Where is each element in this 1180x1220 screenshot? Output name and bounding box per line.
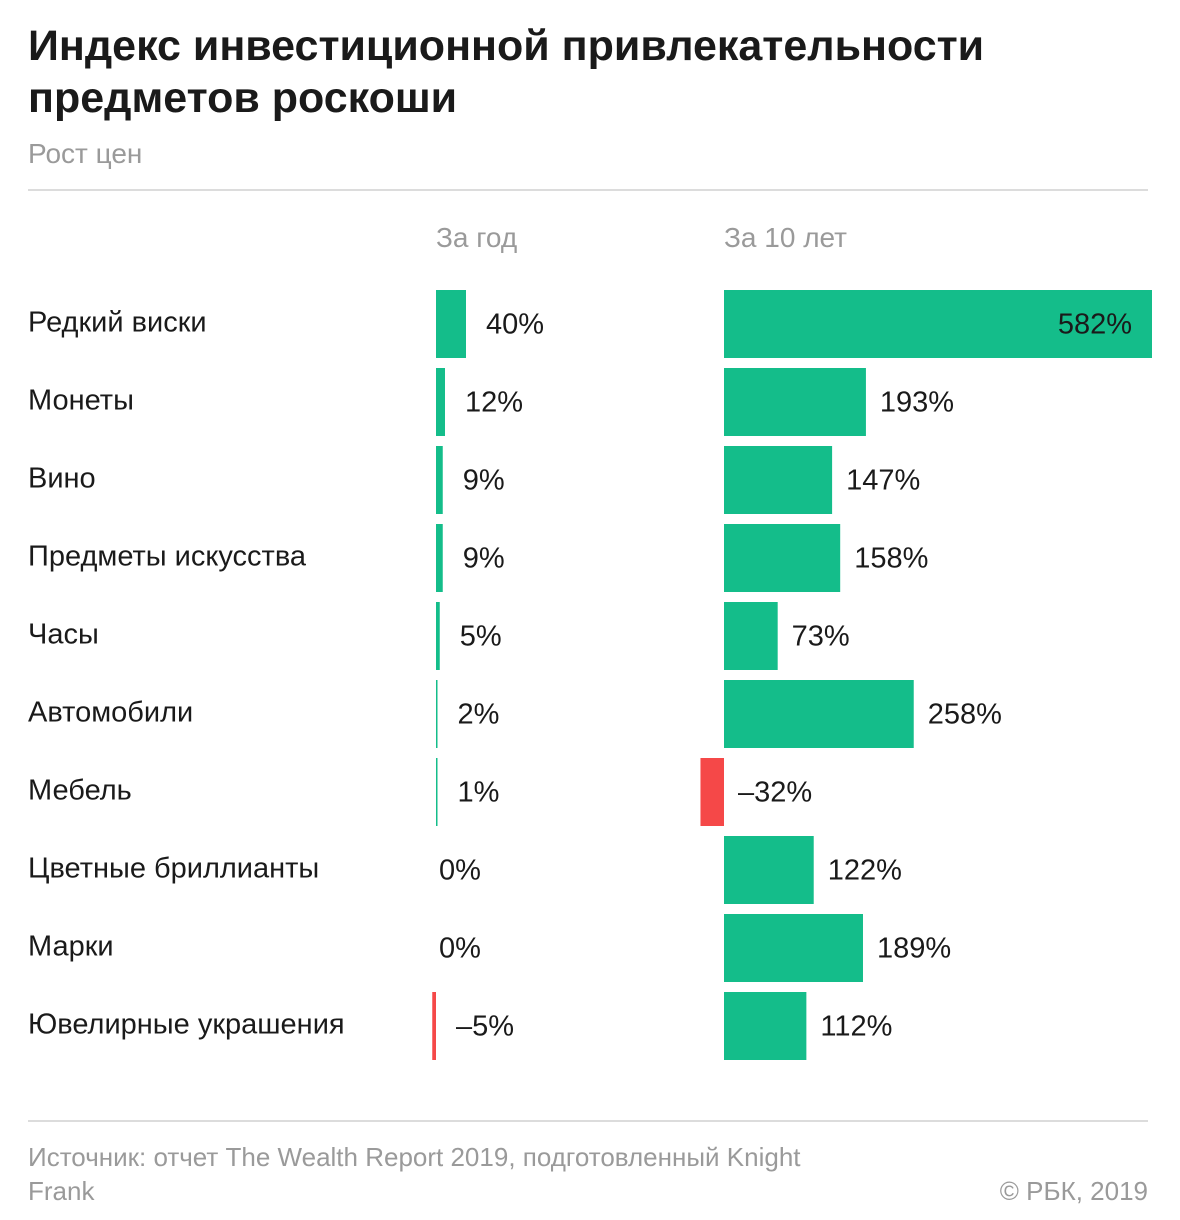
value-label-year: 0% xyxy=(439,855,481,887)
category-label: Мебель xyxy=(28,775,132,807)
bar-10-years xyxy=(724,524,841,592)
footer-divider xyxy=(28,1120,1148,1122)
category-label: Ювелирные украшения xyxy=(28,1009,345,1041)
category-label: Цветные бриллианты xyxy=(28,853,319,885)
value-label-year: 5% xyxy=(460,621,502,653)
value-label-year: 2% xyxy=(458,699,500,731)
bar-10-years xyxy=(724,992,807,1060)
column-header-10-years: За 10 лет xyxy=(724,222,847,253)
category-label: Редкий виски xyxy=(28,307,207,339)
value-label-10-years: 73% xyxy=(792,621,850,653)
category-label: Автомобили xyxy=(28,697,193,729)
source-note: Источник: отчет The Wealth Report 2019, … xyxy=(28,1142,801,1206)
value-label-10-years: –32% xyxy=(738,777,812,809)
value-label-year: 9% xyxy=(463,543,505,575)
value-label-year: –5% xyxy=(456,1011,514,1043)
bar-10-years xyxy=(724,914,863,982)
chart-subtitle: Рост цен xyxy=(28,138,143,169)
bar-10-years xyxy=(724,290,1152,358)
chart-title: Индекс инвестиционной привлекательности … xyxy=(28,22,985,122)
value-label-10-years: 147% xyxy=(846,465,920,497)
header-divider xyxy=(28,189,1148,191)
value-label-year: 9% xyxy=(463,465,505,497)
bar-year xyxy=(436,446,443,514)
category-label: Предметы искусства xyxy=(28,541,307,573)
bar-year xyxy=(436,368,445,436)
bar-10-years xyxy=(724,836,814,904)
value-label-10-years: 122% xyxy=(828,855,902,887)
bar-10-years xyxy=(700,758,724,826)
value-label-10-years: 112% xyxy=(820,1011,892,1043)
value-label-10-years: 582% xyxy=(1058,309,1132,341)
bar-10-years xyxy=(724,368,866,436)
bar-10-years xyxy=(724,446,833,514)
value-label-year: 1% xyxy=(458,777,500,809)
bar-year xyxy=(432,992,436,1060)
column-header-year: За год xyxy=(436,222,518,253)
value-label-10-years: 258% xyxy=(928,699,1002,731)
bar-chart: Редкий виски 40% 582% Монеты 12% 193% Вино 9% 14… xyxy=(28,290,1152,1060)
value-label-10-years: 193% xyxy=(880,387,954,419)
bar-year xyxy=(436,758,438,826)
copyright: © РБК, 2019 xyxy=(999,1176,1148,1206)
bar-10-years xyxy=(724,602,778,670)
value-label-year: 40% xyxy=(486,309,544,341)
value-label-10-years: 158% xyxy=(854,543,928,575)
bar-year xyxy=(436,524,443,592)
value-label-year: 0% xyxy=(439,933,481,965)
category-label: Монеты xyxy=(28,385,134,417)
bar-year xyxy=(436,602,440,670)
value-label-10-years: 189% xyxy=(877,933,951,965)
value-label-year: 12% xyxy=(465,387,523,419)
category-label: Вино xyxy=(28,463,96,495)
bar-10-years xyxy=(724,680,914,748)
category-label: Марки xyxy=(28,931,114,963)
category-label: Часы xyxy=(28,619,99,651)
bar-year xyxy=(436,290,466,358)
bar-year xyxy=(436,680,438,748)
